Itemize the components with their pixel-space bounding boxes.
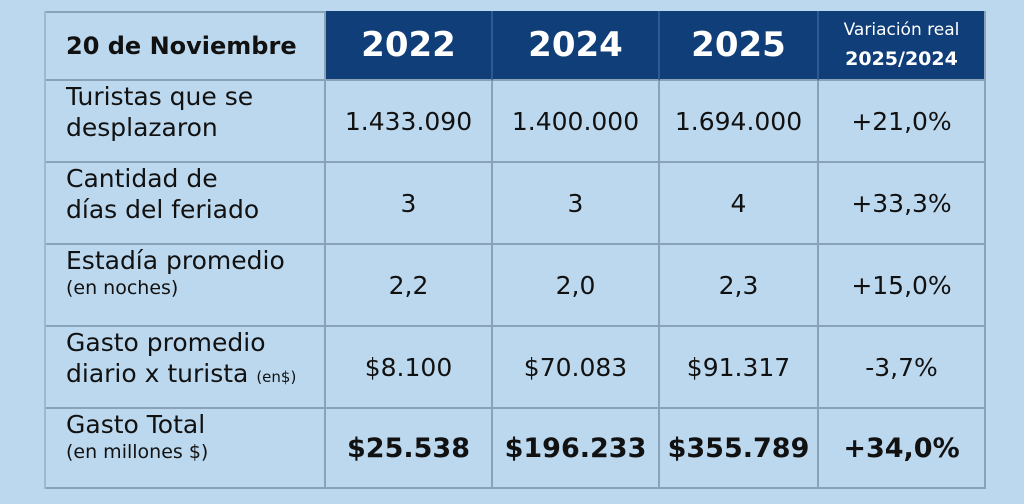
feriado-statistics-table: 20 de Noviembre 2022 2024 2025 Variación…	[44, 11, 986, 489]
row-label-turistas: Turistas que se desplazaron	[46, 81, 326, 163]
row-label-line2: desplazaron	[66, 113, 218, 142]
table-cell: 1.694.000	[660, 81, 819, 163]
variation-cell: +34,0%	[819, 409, 986, 489]
row-label-gasto-promedio: Gasto promedio diario x turista (en$)	[46, 327, 326, 409]
variation-cell: +33,3%	[819, 163, 986, 245]
table-cell: 1.400.000	[493, 81, 660, 163]
row-label-gasto-total: Gasto Total (en millones $)	[46, 409, 326, 489]
variation-header-line1: Variación real	[843, 20, 960, 40]
row-label-line1: Cantidad de	[66, 164, 218, 193]
table-cell: 2,3	[660, 245, 819, 327]
table-cell: $196.233	[493, 409, 660, 489]
row-label-line1: Gasto promedio	[66, 328, 266, 357]
table-cell: $8.100	[326, 327, 493, 409]
table-cell: 1.433.090	[326, 81, 493, 163]
table-cell: 2,0	[493, 245, 660, 327]
column-header-2025: 2025	[660, 11, 819, 81]
table-cell: 4	[660, 163, 819, 245]
row-label-line2: (en noches)	[66, 277, 179, 299]
variation-cell: +15,0%	[819, 245, 986, 327]
column-header-2024: 2024	[493, 11, 660, 81]
row-label-line1: Estadía promedio	[66, 246, 285, 275]
row-label-dias: Cantidad de días del feriado	[46, 163, 326, 245]
table-cell: 2,2	[326, 245, 493, 327]
row-label-line1: Gasto Total	[66, 410, 206, 439]
table-cell: $91.317	[660, 327, 819, 409]
variation-cell: -3,7%	[819, 327, 986, 409]
row-label-line2-wrapper: diario x turista (en$)	[66, 358, 296, 393]
row-label-line1: Turistas que se	[66, 82, 254, 111]
table-corner-label: 20 de Noviembre	[46, 11, 326, 81]
variation-cell: +21,0%	[819, 81, 986, 163]
table-cell: 3	[326, 163, 493, 245]
row-label-line2: (en millones $)	[66, 441, 209, 463]
column-header-2022: 2022	[326, 11, 493, 81]
table-cell: $25.538	[326, 409, 493, 489]
table-cell: 3	[493, 163, 660, 245]
row-label-note: (en$)	[256, 368, 297, 386]
row-label-line2: días del feriado	[66, 195, 260, 224]
column-header-variation: Variación real 2025/2024	[819, 11, 986, 81]
table-cell: $355.789	[660, 409, 819, 489]
row-label-line2: diario x turista	[66, 359, 249, 388]
variation-header-line2: 2025/2024	[845, 48, 958, 70]
table-cell: $70.083	[493, 327, 660, 409]
row-label-estadia: Estadía promedio (en noches)	[46, 245, 326, 327]
